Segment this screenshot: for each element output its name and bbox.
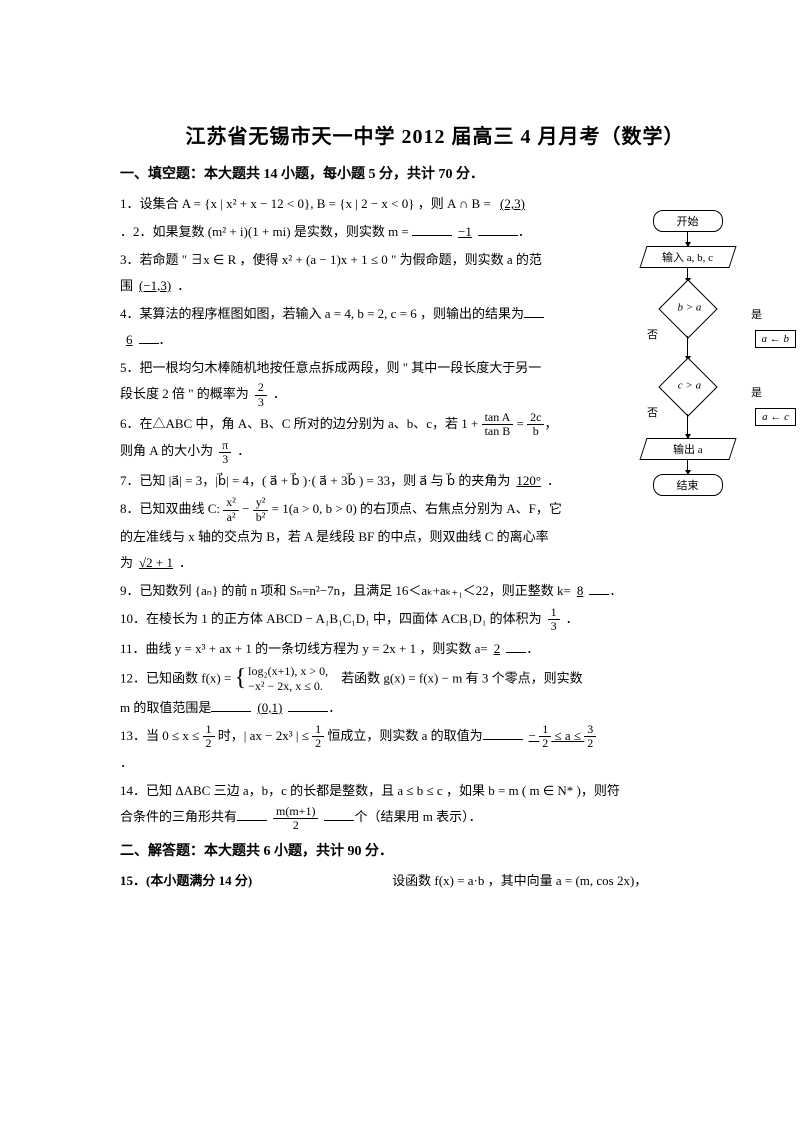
flow-cond2: c > a <box>658 357 717 416</box>
flow-assign1: a ← b <box>755 330 797 348</box>
flow-yes-1: 是 <box>751 306 762 322</box>
flow-yes-2: 是 <box>751 384 762 400</box>
q15: 15．(本小题满分 14 分)设函数 f(x) = a·b ，其中向量 a = … <box>120 868 750 894</box>
q12: 12．已知函数 f(x) = {log₂(x+1), x > 0,−x² − 2… <box>120 664 750 721</box>
page-title: 江苏省无锡市天一中学 2012 届高三 4 月月考（数学） <box>120 120 750 149</box>
flow-cond1: b > a <box>658 279 717 338</box>
flow-end: 结束 <box>653 474 723 496</box>
flow-no-1: 否 <box>647 326 658 342</box>
flow-no-2: 否 <box>647 404 658 420</box>
section-1-header: 一、填空题：本大题共 14 小题，每小题 5 分，共计 70 分． <box>120 163 750 183</box>
q9: 9．已知数列 {aₙ} 的前 n 项和 Sₙ=n²−7n，且满足 16＜aₖ+a… <box>120 578 750 604</box>
section-2-header: 二、解答题：本大题共 6 小题，共计 90 分． <box>120 840 750 860</box>
flow-assign2: a ← c <box>755 408 796 426</box>
flow-output: 输出 a <box>639 438 736 460</box>
flow-input: 输入 a, b, c <box>639 246 736 268</box>
flow-start: 开始 <box>653 210 723 232</box>
q10: 10．在棱长为 1 的正方体 ABCD − A₁B₁C₁D₁ 中，四面体 ACB… <box>120 606 750 634</box>
q13: 13．当 0 ≤ x ≤ 12 时，| ax − 2x³ | ≤ 12 恒成立，… <box>120 723 750 777</box>
q14: 14．已知 ΔABC 三边 a，b，c 的长都是整数，且 a ≤ b ≤ c ，… <box>120 778 750 832</box>
q8: 8．已知双曲线 C: x²a² − y²b² = 1(a > 0, b > 0)… <box>120 496 750 576</box>
q11: 11．曲线 y = x³ + ax + 1 的一条切线方程为 y = 2x + … <box>120 636 750 662</box>
flowchart: 开始 输入 a, b, c b > a 是 否 a ← b c > a 是 否 … <box>615 210 760 496</box>
